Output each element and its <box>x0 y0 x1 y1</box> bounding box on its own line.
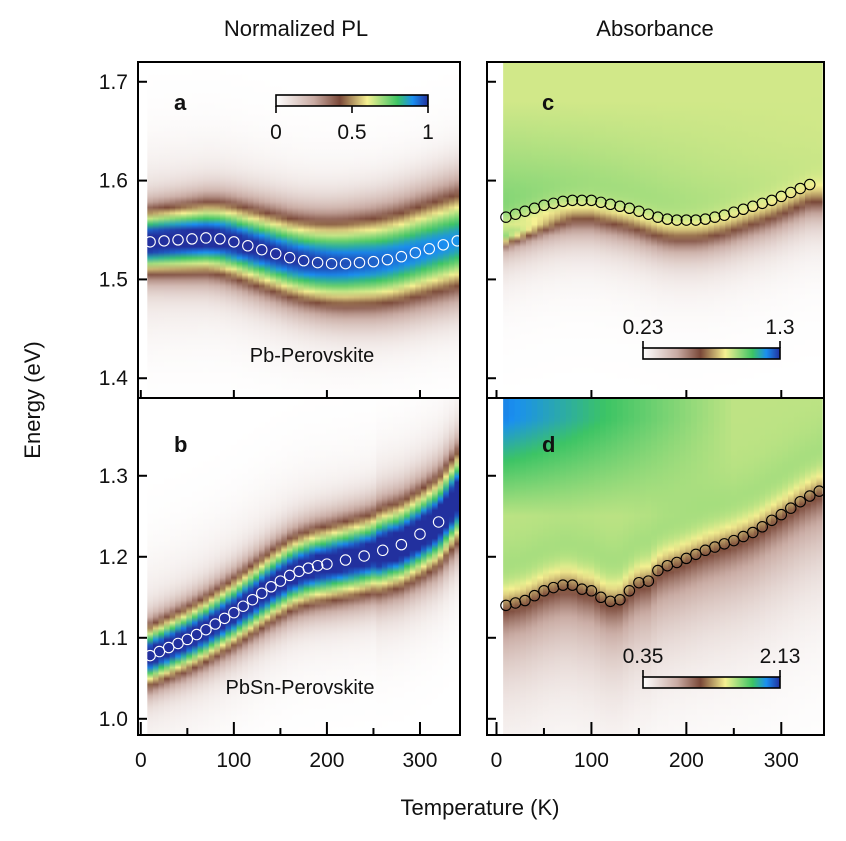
figure: 1.41.51.61.70 0.5 11.01.11.21.30 100 200 3000… <box>20 16 826 820</box>
